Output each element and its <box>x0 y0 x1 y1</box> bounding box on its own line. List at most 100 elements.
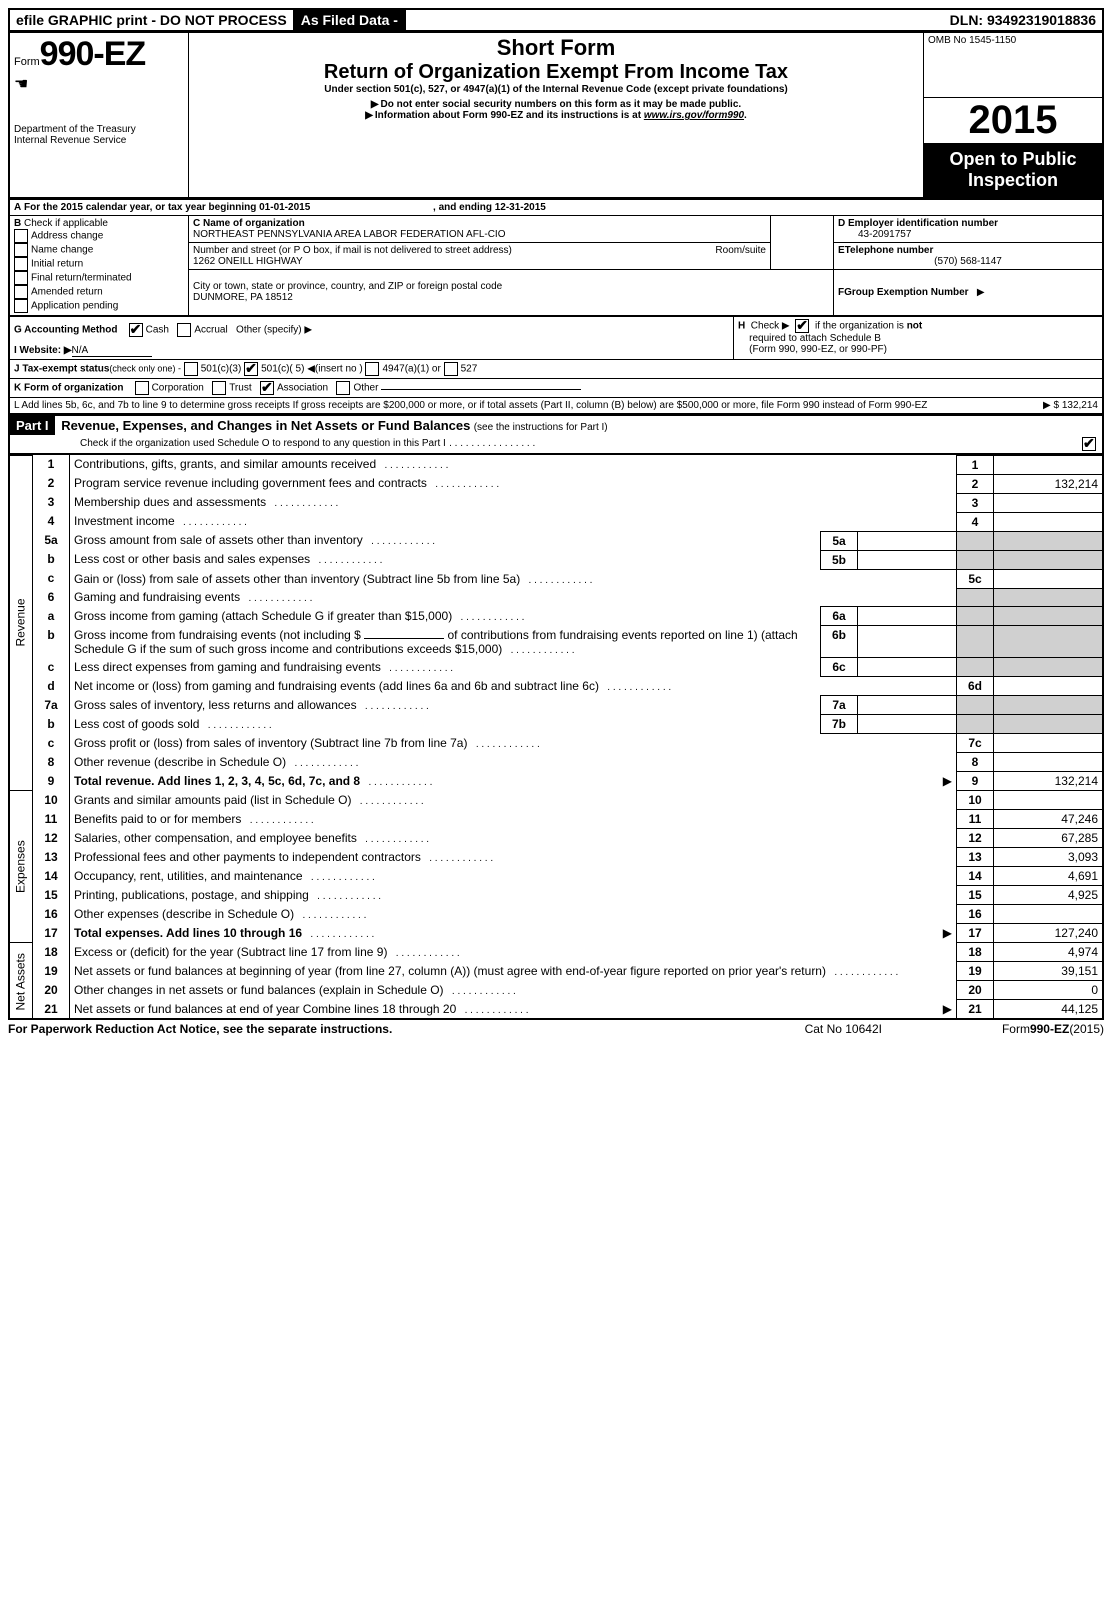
asfiled-label: As Filed Data - <box>293 10 406 30</box>
efile-label: efile GRAPHIC print - DO NOT PROCESS <box>10 10 293 30</box>
checkbox-address-change[interactable] <box>14 229 28 243</box>
dept-line2: Internal Revenue Service <box>14 135 184 146</box>
org-name: NORTHEAST PENNSYLVANIA AREA LABOR FEDERA… <box>193 229 506 240</box>
addr-label: Number and street (or P O box, if mail i… <box>193 245 512 256</box>
H-pre: Check ▶ <box>751 320 790 331</box>
short-form-title: Short Form <box>193 35 919 61</box>
header-table: Form990-EZ ☚ Department of the Treasury … <box>8 32 1104 199</box>
form-prefix: Form <box>14 56 40 68</box>
A-mid: , and ending <box>433 202 495 213</box>
checkbox-initial-return[interactable] <box>14 257 28 271</box>
J-4: 527 <box>461 363 478 374</box>
checkbox-501c3[interactable] <box>184 362 198 376</box>
line-6d-value <box>994 677 1104 696</box>
checkbox-527[interactable] <box>444 362 458 376</box>
K-2: Trust <box>229 382 251 393</box>
checkbox-assoc[interactable] <box>260 381 274 395</box>
footer-r1: Form <box>1002 1022 1030 1036</box>
H-forms: (Form 990, 990-EZ, or 990-PF) <box>749 344 887 355</box>
H-post: if the organization is <box>815 320 904 331</box>
checkbox-501c[interactable] <box>244 362 258 376</box>
arrow-icon <box>371 99 381 110</box>
part1-title: Revenue, Expenses, and Changes in Net As… <box>61 418 470 433</box>
B-2: Initial return <box>31 258 83 269</box>
subtitle: Under section 501(c), 527, or 4947(a)(1)… <box>193 84 919 95</box>
H-req: required to attach Schedule B <box>749 333 881 344</box>
E-label: ETelephone number <box>838 245 933 256</box>
B-0: Address change <box>31 230 103 241</box>
line-16-value <box>994 905 1104 924</box>
A-pre: For the 2015 calendar year, or tax year … <box>24 202 259 213</box>
B-3: Final return/terminated <box>31 272 132 283</box>
B-5: Application pending <box>31 300 118 311</box>
L-text: L Add lines 5b, 6c, and 7b to line 9 to … <box>14 400 927 411</box>
C-label: C Name of organization <box>193 218 305 229</box>
checkbox-cash[interactable] <box>129 323 143 337</box>
checkbox-name-change[interactable] <box>14 243 28 257</box>
J-note: (check only one) - <box>109 363 181 373</box>
footer-left: For Paperwork Reduction Act Notice, see … <box>8 1022 392 1036</box>
footer-r2: 990-EZ <box>1030 1022 1069 1036</box>
checkbox-accrual[interactable] <box>177 323 191 337</box>
K-1: Corporation <box>152 382 204 393</box>
B-4: Amended return <box>31 286 103 297</box>
line-11-value: 47,246 <box>994 810 1104 829</box>
part1-bar: Part I <box>10 416 55 435</box>
J-3: 4947(a)(1) or <box>382 363 440 374</box>
A-end: 12-31-2015 <box>495 202 546 213</box>
line-2-value: 132,214 <box>994 474 1104 493</box>
footer-mid: Cat No 10642I <box>805 1022 882 1036</box>
line-10-value <box>994 791 1104 810</box>
lines-table-full: Revenue1Contributions, gifts, grants, an… <box>8 455 1104 1021</box>
line-9-value: 132,214 <box>994 772 1104 791</box>
note-ssn: Do not enter social security numbers on … <box>381 99 742 110</box>
section-label: Net Assets <box>9 943 33 1020</box>
checkbox-final-return[interactable] <box>14 271 28 285</box>
line-19-value: 39,151 <box>994 962 1104 981</box>
checkbox-amended[interactable] <box>14 285 28 299</box>
line-20-value: 0 <box>994 981 1104 1000</box>
city-label: City or town, state or province, country… <box>193 281 502 292</box>
checkbox-pending[interactable] <box>14 299 28 313</box>
main-title: Return of Organization Exempt From Incom… <box>193 61 919 84</box>
line-3-value <box>994 493 1104 512</box>
arrow-icon <box>365 110 375 121</box>
B-label: Check if applicable <box>24 218 108 229</box>
line-21-value: 44,125 <box>994 1000 1104 1020</box>
room-label: Room/suite <box>715 245 766 256</box>
footer-r3: (2015) <box>1069 1022 1104 1036</box>
line-8-value <box>994 753 1104 772</box>
tax-year: 2015 <box>924 98 1102 143</box>
dept-line1: Department of the Treasury <box>14 124 184 135</box>
note-info-pre: Information about Form 990-EZ and its in… <box>375 110 644 121</box>
J-1: 501(c)(3) <box>201 363 242 374</box>
line-4-value <box>994 512 1104 531</box>
H-not: not <box>907 320 923 331</box>
G-label: G Accounting Method <box>14 324 118 335</box>
checkbox-corp[interactable] <box>135 381 149 395</box>
J-2: 501(c)( 5) ◀(insert no ) <box>261 363 363 374</box>
checkbox-other-org[interactable] <box>336 381 350 395</box>
org-city: DUNMORE, PA 18512 <box>193 292 293 303</box>
info-table: A For the 2015 calendar year, or tax yea… <box>8 199 1104 317</box>
F-label: FGroup Exemption Number <box>838 287 969 298</box>
line-13-value: 3,093 <box>994 848 1104 867</box>
G-accrual: Accrual <box>194 324 227 335</box>
checkbox-4947[interactable] <box>365 362 379 376</box>
K-3: Association <box>277 382 328 393</box>
checkbox-trust[interactable] <box>212 381 226 395</box>
org-address: 1262 ONEILL HIGHWAY <box>193 256 303 267</box>
dln-label: DLN: 93492319018836 <box>944 10 1102 30</box>
omb-number: OMB No 1545-1150 <box>928 35 1098 46</box>
part1-note: (see the instructions for Part I) <box>474 422 608 433</box>
checkbox-schedule-o[interactable] <box>1082 437 1096 451</box>
irs-link[interactable]: www.irs.gov/form990 <box>644 110 744 121</box>
line-14-value: 4,691 <box>994 867 1104 886</box>
K-4: Other <box>353 382 378 393</box>
I-val: N/A <box>72 345 152 357</box>
open-public-1: Open to Public <box>926 149 1100 170</box>
form-number: 990-EZ <box>40 35 146 73</box>
checkbox-sched-b[interactable] <box>795 319 809 333</box>
open-public-2: Inspection <box>926 170 1100 191</box>
part1-check: Check if the organization used Schedule … <box>80 438 446 449</box>
